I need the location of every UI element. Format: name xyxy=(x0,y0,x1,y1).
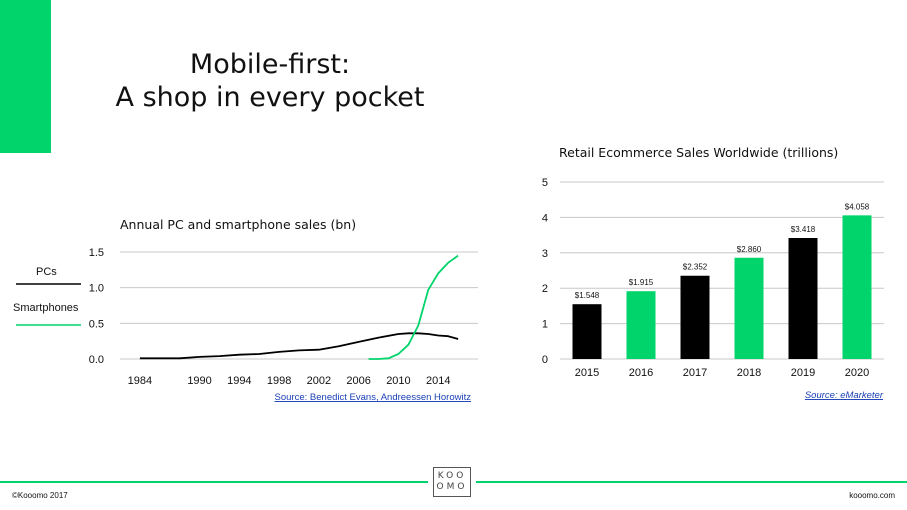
bar-data-label: $2.860 xyxy=(737,245,762,254)
footer-divider-right xyxy=(476,481,907,483)
footer-website-link[interactable]: kooomo.com xyxy=(849,491,895,500)
bar-chart: Retail Ecommerce Sales Worldwide (trilli… xyxy=(542,145,884,401)
bar-chart-source-link[interactable]: Source: eMarketer xyxy=(805,390,884,401)
bar-data-label: $3.418 xyxy=(791,225,816,234)
bar-2018 xyxy=(734,257,764,359)
legend-label-pcs: PCs xyxy=(36,266,57,278)
footer-copyright: ©Kooomo 2017 xyxy=(12,491,68,500)
line-chart-x-tick: 2014 xyxy=(426,375,450,387)
line-chart-y-tick: 1.0 xyxy=(89,283,104,295)
bar-2016 xyxy=(626,291,656,359)
bar-chart-x-tick: 2019 xyxy=(791,367,815,379)
kooomo-logo: KOO OMO xyxy=(433,467,471,497)
bar-chart-x-tick: 2016 xyxy=(629,367,653,379)
line-chart-y-tick: 1.5 xyxy=(89,247,104,259)
bar-data-label: $2.352 xyxy=(683,263,708,272)
accent-block xyxy=(0,0,51,153)
line-chart-x-tick: 1990 xyxy=(187,375,211,387)
slide-title-line1: Mobile-first: xyxy=(189,49,351,80)
footer-divider-left xyxy=(0,481,428,483)
bar-chart-y-tick: 4 xyxy=(542,212,548,224)
bar-chart-y-tick: 2 xyxy=(542,283,548,295)
line-chart-x-tick: 2010 xyxy=(386,375,410,387)
bar-chart-x-tick: 2015 xyxy=(575,367,599,379)
bar-chart-y-tick: 0 xyxy=(542,354,548,366)
bar-chart-y-tick: 3 xyxy=(542,248,548,260)
line-series-smartphones xyxy=(368,254,459,360)
line-chart: Annual PC and smartphone sales (bn) 0.0 0… xyxy=(13,217,478,403)
line-chart-x-tick: 1984 xyxy=(128,375,152,387)
bar-2017 xyxy=(680,275,710,359)
bar-chart-x-tick: 2020 xyxy=(845,367,869,379)
bar-chart-x-tick: 2018 xyxy=(737,367,761,379)
bar-data-label: $4.058 xyxy=(845,202,870,211)
bar-2020 xyxy=(842,215,872,359)
bar-data-label: $1.548 xyxy=(575,291,600,300)
bar-data-label: $1.915 xyxy=(629,278,654,287)
bar-chart-y-tick: 5 xyxy=(542,177,548,189)
bar-2019 xyxy=(788,238,818,359)
line-chart-x-tick: 1994 xyxy=(227,375,251,387)
line-chart-title: Annual PC and smartphone sales (bn) xyxy=(120,217,356,232)
line-chart-source-link[interactable]: Source: Benedict Evans, Andreessen Horow… xyxy=(275,392,472,403)
line-chart-x-tick: 2002 xyxy=(307,375,331,387)
bar-chart-y-tick: 1 xyxy=(542,319,548,331)
slide-title-line2: A shop in every pocket xyxy=(115,82,425,113)
line-chart-x-tick: 1998 xyxy=(267,375,291,387)
line-chart-y-tick: 0.0 xyxy=(89,354,104,366)
slide-title: Mobile-first: A shop in every pocket xyxy=(100,48,440,114)
line-chart-x-tick: 2006 xyxy=(346,375,370,387)
line-series-pcs xyxy=(139,332,459,360)
bar-chart-x-tick: 2017 xyxy=(683,367,707,379)
bar-chart-title: Retail Ecommerce Sales Worldwide (trilli… xyxy=(559,145,838,160)
legend-label-smartphones: Smartphones xyxy=(13,302,79,314)
bar-2015 xyxy=(572,304,602,359)
line-chart-y-tick: 0.5 xyxy=(89,318,104,330)
